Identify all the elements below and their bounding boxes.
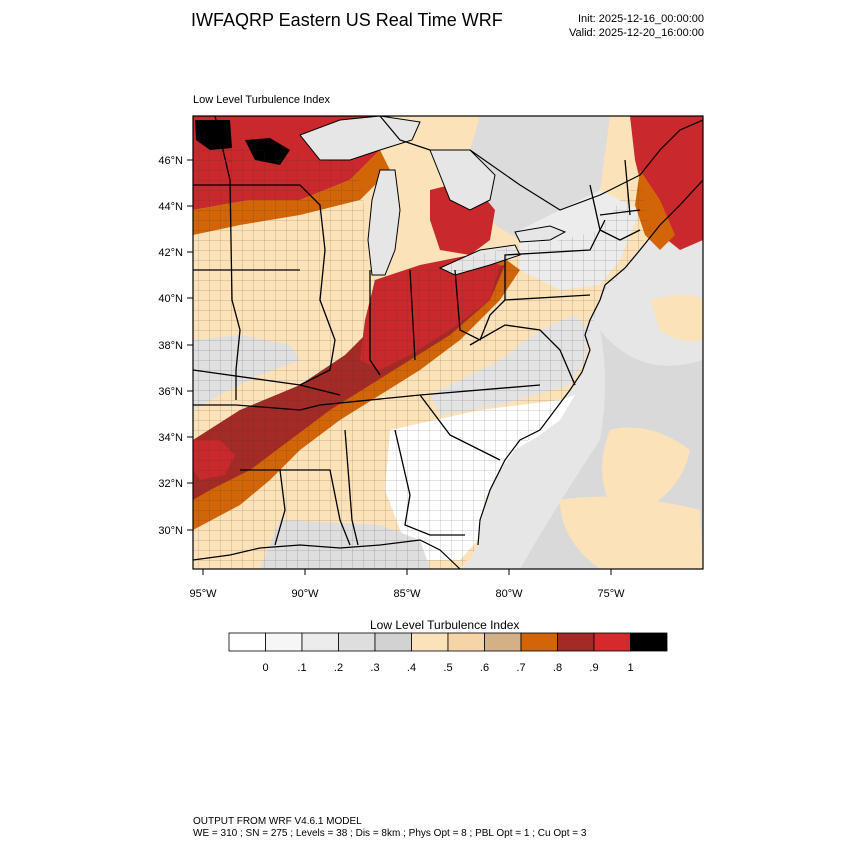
lon-label: 80°W	[495, 588, 523, 600]
colorbar-swatch	[447, 632, 485, 652]
lon-label: 95°W	[189, 588, 217, 600]
colorbar-tick-label: .9	[589, 662, 598, 674]
ocean-tan-patch-1	[602, 427, 690, 520]
lat-label: 34°N	[158, 432, 183, 444]
longitude-axis: 95°W 90°W 85°W 80°W 75°W	[189, 569, 625, 600]
field-red-newengland	[630, 116, 703, 250]
footer-model-line: OUTPUT FROM WRF V4.6.1 MODEL	[193, 816, 362, 827]
colorbar-tick-label: .4	[407, 662, 416, 674]
map-area	[193, 116, 703, 569]
colorbar-tick-label: .7	[516, 662, 525, 674]
latitude-axis: 46°N 44°N 42°N 40°N 38°N 36°N 34°N 32°N …	[158, 155, 193, 537]
colorbar-swatch	[411, 632, 449, 652]
ocean-tan-patch-3	[650, 295, 703, 342]
lat-label: 36°N	[158, 386, 183, 398]
lat-label: 42°N	[158, 247, 183, 259]
lat-label: 44°N	[158, 201, 183, 213]
colorbar-swatch	[374, 632, 412, 652]
field-lakes-grey	[470, 116, 610, 240]
lat-label: 40°N	[158, 293, 183, 305]
colorbar-swatch	[338, 632, 376, 652]
colorbar-tick-label: .8	[553, 662, 562, 674]
state-boundaries	[193, 116, 641, 546]
lat-label: 46°N	[158, 155, 183, 167]
colorbar-swatch	[484, 632, 522, 652]
colorbar-swatch	[593, 632, 631, 652]
ocean-tan-patch-2	[560, 496, 703, 569]
colorbar-swatch	[265, 632, 303, 652]
colorbar-tick-label: .5	[443, 662, 452, 674]
panel-title: Low Level Turbulence Index	[193, 94, 330, 106]
init-time: Init: 2025-12-16_00:00:00	[578, 13, 704, 25]
lon-label: 90°W	[291, 588, 319, 600]
colorbar-tick-label: .2	[334, 662, 343, 674]
county-lines	[193, 140, 650, 569]
colorbar-swatch	[520, 632, 558, 652]
colorbar-tick-label: .3	[370, 662, 379, 674]
colorbar-swatch	[301, 632, 339, 652]
lat-label: 32°N	[158, 478, 183, 490]
colorbar-swatch	[557, 632, 595, 652]
lon-label: 85°W	[393, 588, 421, 600]
colorbar-tick-label: 0	[262, 662, 268, 674]
colorbar-tick-label: .1	[297, 662, 306, 674]
lat-label: 30°N	[158, 525, 183, 537]
colorbar: 0 .1 .2 .3 .4 .5 .6 .7 .8 .9 1	[228, 632, 668, 674]
colorbar-swatch	[228, 632, 266, 652]
map-frame	[192, 115, 704, 570]
colorbar-tick-label: 1	[627, 662, 633, 674]
colorbar-title: Low Level Turbulence Index	[370, 618, 520, 632]
lake-huron	[429, 149, 496, 211]
main-title: IWFAQRP Eastern US Real Time WRF	[191, 10, 503, 30]
colorbar-tick-label: .6	[480, 662, 489, 674]
lat-label: 38°N	[158, 340, 183, 352]
coastlines	[193, 116, 703, 569]
lon-label: 75°W	[597, 588, 625, 600]
lake-michigan	[367, 169, 401, 276]
colorbar-swatch	[630, 632, 668, 652]
valid-time: Valid: 2025-12-20_16:00:00	[569, 27, 704, 39]
lake-ontario	[514, 225, 567, 243]
footer-config-line: WE = 310 ; SN = 275 ; Levels = 38 ; Dis …	[193, 828, 587, 839]
lake-superior	[299, 116, 421, 161]
